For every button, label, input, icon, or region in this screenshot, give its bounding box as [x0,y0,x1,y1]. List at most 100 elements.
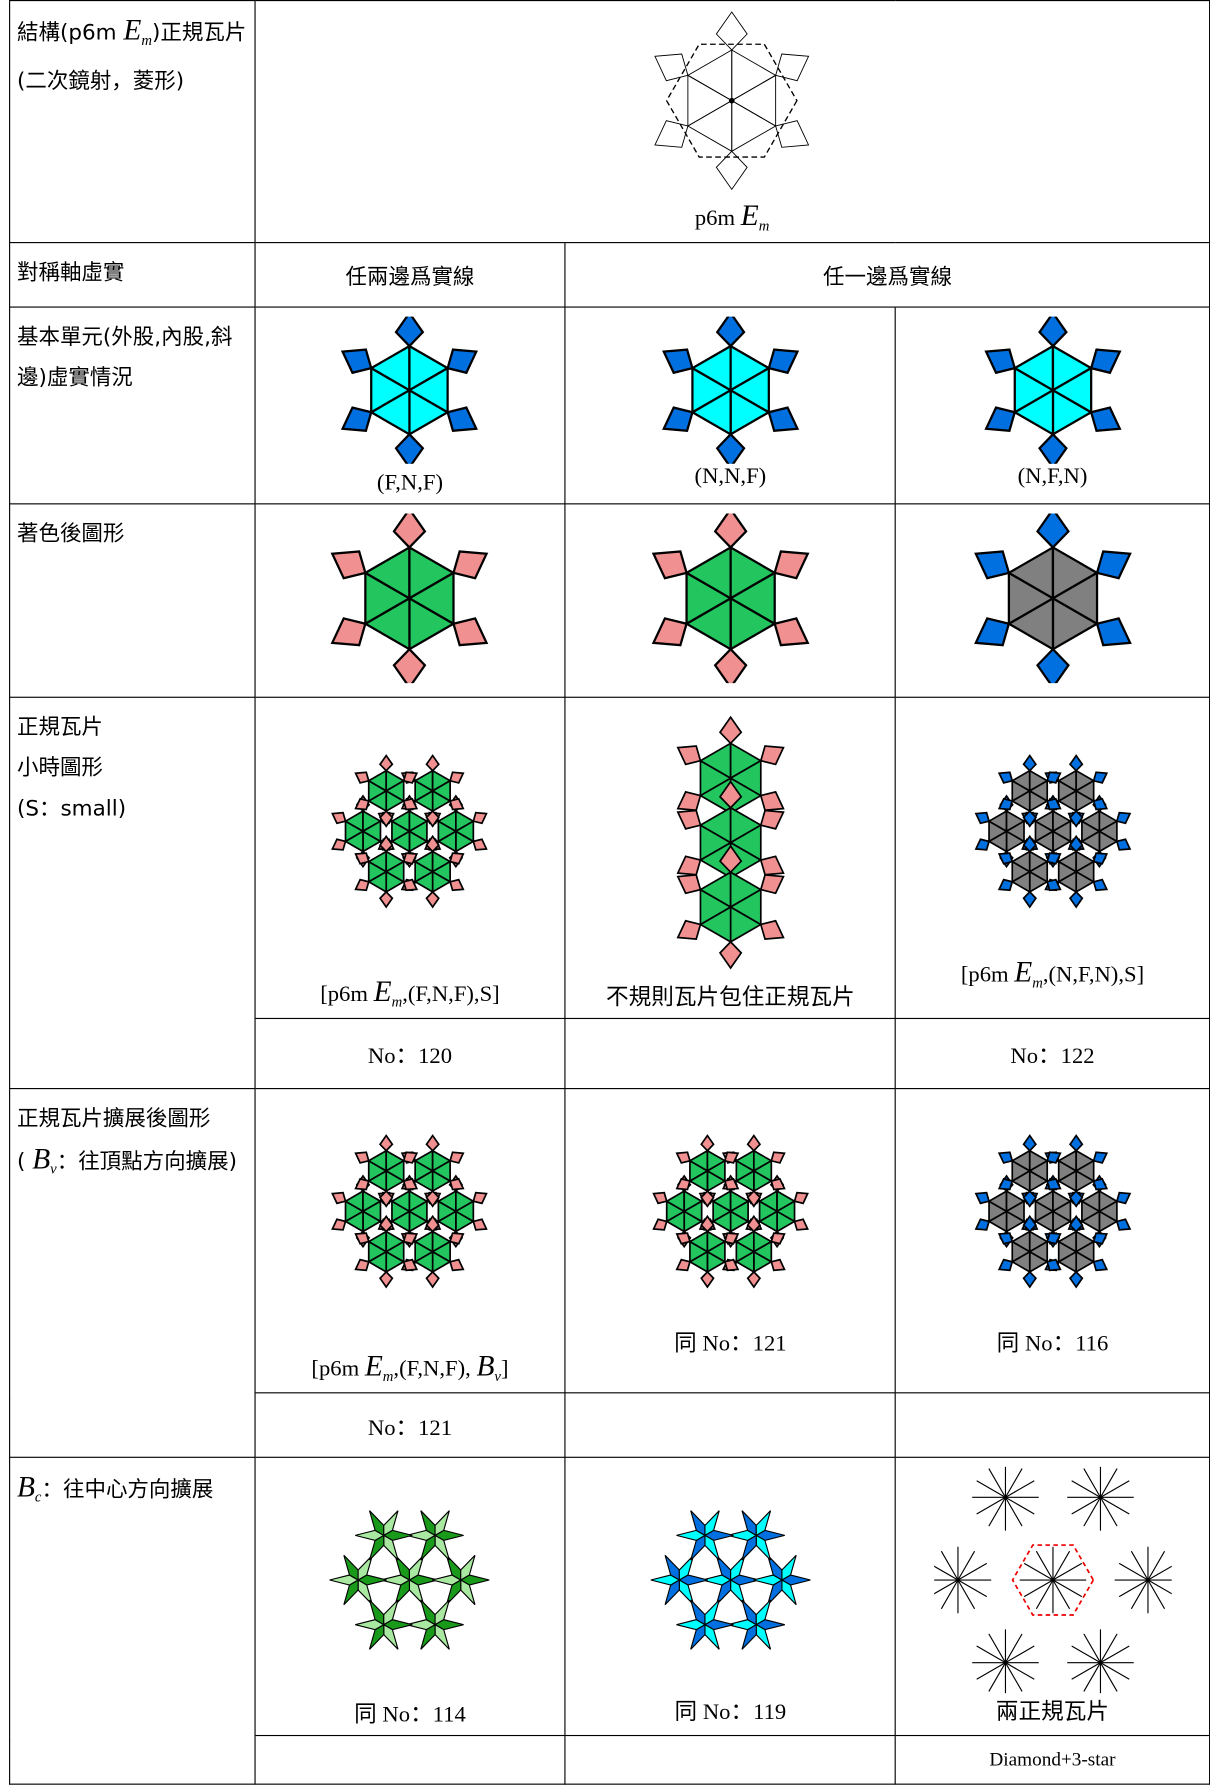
shape [449,797,466,811]
shape [403,852,419,865]
shape [1004,819,1025,843]
shape [770,1232,786,1245]
shape [452,617,489,647]
shape [705,1159,726,1183]
math-sub: m [391,993,403,1010]
shape [403,771,419,784]
shape [1115,838,1131,851]
shape [425,1134,441,1152]
shape [759,855,785,876]
shape [403,1151,419,1164]
shape [759,790,785,812]
shape [341,348,374,375]
shape [770,1177,786,1191]
shape [354,852,371,865]
shape [385,860,406,884]
shape [1035,1550,1053,1581]
shape [1022,834,1037,853]
label-cell: 正規瓦片 小時圖形 (S：small) [9,696,256,1090]
shape [1050,819,1071,843]
shape [1070,1496,1101,1515]
shape [1004,1480,1035,1498]
shape [687,74,733,127]
caption: 不規則瓦片包住正規瓦片 [605,985,855,1010]
shape [718,780,743,809]
shape [1099,1497,1118,1527]
shape [1092,1232,1108,1245]
figure [974,754,1131,909]
shape [361,819,382,843]
shape [408,1199,429,1223]
shape [770,1151,786,1164]
shape [1045,1258,1062,1272]
shape [449,852,466,865]
shape [1099,1633,1118,1663]
shape [1027,779,1048,803]
shape [1045,1151,1062,1164]
shape [940,1550,958,1581]
shape [731,74,777,127]
shape [1051,1579,1070,1610]
shape [974,1191,990,1205]
shape [460,1554,477,1581]
shape [746,1134,761,1152]
shape [1045,771,1062,784]
math-sub: m [141,31,153,49]
shape [676,874,702,895]
shape [746,1214,761,1233]
shape [997,1232,1013,1245]
shape [454,1199,475,1223]
figure [654,11,810,191]
text: 著色後圖形 [16,521,125,547]
shape [987,1633,1006,1663]
shape [449,1232,466,1245]
empty-cell [564,1734,896,1785]
shape [699,1189,715,1208]
shape [1068,809,1083,828]
caption: 同 No：114 [354,1702,466,1728]
figure-cell: (N,N,F) [564,306,896,505]
shape [1089,406,1122,433]
text: 對稱軸虛實 [16,260,125,286]
shape [975,1496,1006,1515]
shape [1146,1550,1165,1581]
figure [331,754,489,909]
figure [330,1510,490,1650]
figure [331,1134,489,1289]
shape [956,1550,975,1581]
shape [449,1258,466,1272]
shape [1022,1270,1037,1289]
figure-cell: 同 No：121 [564,1088,896,1394]
pattern-table: 結構(p6m Em)正規瓦片(二次鏡射，菱形) p6m Em 對稱軸虛實 任兩邊… [9,0,1210,1785]
shape [793,1191,809,1205]
caption: 同 No：119 [674,1699,787,1725]
shape [718,715,743,745]
shape [713,647,748,684]
text: ( [16,1149,26,1174]
shape [331,550,368,580]
shape [395,432,425,464]
shape [933,1565,958,1581]
shape [687,99,733,153]
shape [1027,860,1048,884]
label-cell: 對稱軸虛實 [9,242,256,308]
shape [1011,1544,1094,1616]
shape [676,790,702,812]
shape [974,811,990,825]
math-sub: v [50,1160,57,1178]
shape [1115,811,1131,825]
shape [1099,1468,1118,1498]
shape [331,838,348,851]
shape [728,823,762,862]
shape [395,316,425,348]
empty-cell [564,1017,896,1090]
text: ] [500,1356,509,1381]
figure [973,513,1132,684]
figure [661,316,799,464]
figure-cell: [p6m Em,(N,F,N),S] [894,696,1210,1020]
shape [661,348,694,375]
shape [383,1510,400,1537]
shape [1022,809,1037,828]
shape [723,1177,740,1191]
